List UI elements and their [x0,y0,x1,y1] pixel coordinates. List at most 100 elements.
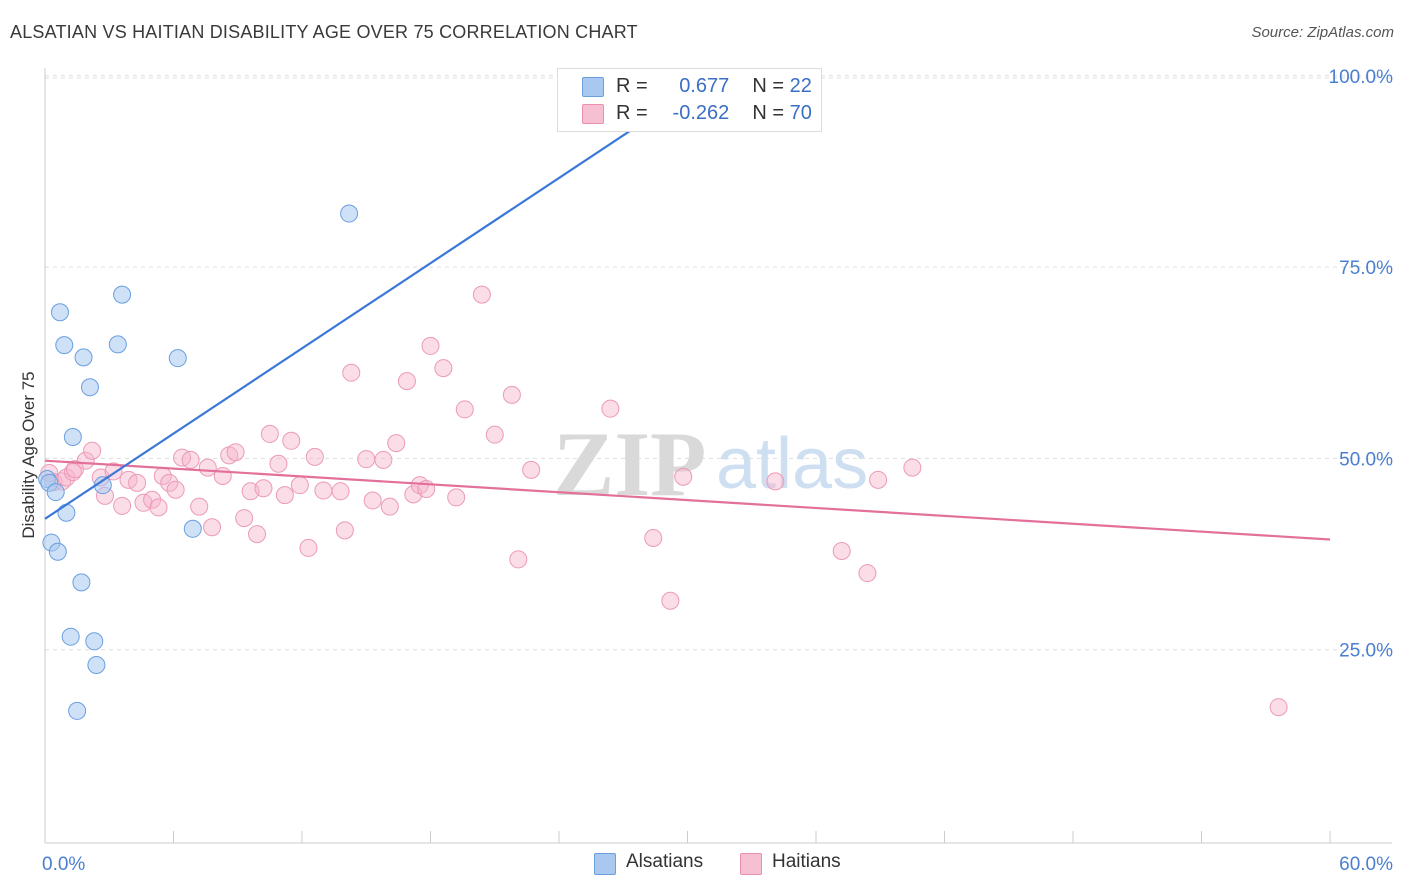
haitian-point [213,466,232,485]
legend-n-label: N = [752,102,785,124]
haitian-point [357,450,376,469]
haitian-point [269,454,288,473]
alsatian-point [340,204,359,223]
haitian-point [397,372,416,391]
haitian-point [485,425,504,444]
haitian-point [502,385,521,404]
haitian-point [387,434,406,453]
alsatian-point [168,349,187,368]
alsatian-point [55,336,74,355]
haitian-point [181,450,200,469]
correlation-legend: R = 0.677 N = 22 R = -0.262 N = 70 [557,68,822,132]
haitian-point [190,497,209,516]
haitian-trendline [44,459,1331,541]
alsatian-point [72,573,91,592]
alsatian-point [61,627,80,646]
y-axis-label: Disability Age Over 75 [19,371,38,538]
legend-n-label: N = [752,75,785,97]
source-label: Source: ZipAtlas.com [1251,24,1394,41]
haitian-point [674,467,693,486]
legend-n-value: 70 [789,102,812,124]
alsatians-legend-swatch [594,853,616,875]
haitian-point [260,424,279,443]
haitian-point [282,431,301,450]
haitian-point [644,528,663,547]
alsatian-point [108,335,127,354]
haitian-point [143,490,162,509]
legend-r-label: R = [616,75,648,97]
x-tick-label: 0.0% [42,854,85,875]
haitian-point [299,538,318,557]
haitian-point [198,458,217,477]
haitian-point [832,541,851,560]
haitian-point [331,482,350,501]
watermark-atlas: atlas [716,424,868,504]
haitian-point [869,470,888,489]
alsatian-point [87,656,106,675]
alsatian-point [183,519,202,538]
watermark-zip: ZIP [553,413,706,515]
haitian-point [314,481,333,500]
alsatian-point [46,483,65,502]
haitian-point [455,400,474,419]
haitian-point [254,479,273,498]
haitian-point [248,525,267,544]
legend-r-label: R = [616,102,648,124]
haitian-point [160,473,179,492]
haitian-point [335,521,354,540]
y-tick-label: 100.0% [1329,67,1394,88]
haitian-point [1269,698,1288,717]
alsatian-point [57,503,76,522]
haitian-point [447,488,466,507]
haitian-point [149,498,168,517]
alsatian-trendline [44,73,716,520]
haitian-point [63,463,82,482]
alsatian-point [80,378,99,397]
alsatian-point [85,632,104,651]
haitian-point [374,450,393,469]
haitian-point [290,476,309,495]
haitian-point [472,285,491,304]
haitian-point [203,518,222,537]
haitian-point [128,473,147,492]
y-tick-label: 50.0% [1339,449,1393,470]
haitian-point [522,460,541,479]
chart-title: ALSATIAN VS HAITIAN DISABILITY AGE OVER … [10,22,638,42]
y-tick-label: 25.0% [1339,641,1393,662]
legend-n-value: 22 [789,75,812,97]
alsatian-point [113,285,132,304]
haitian-point [601,399,620,418]
legend-r-value: 0.677 [679,75,730,97]
haitian-point [421,336,440,355]
haitian-point [113,496,132,515]
haitian-point [305,447,324,466]
alsatian-point [68,701,87,720]
alsatian-point [74,348,93,367]
alsatians-legend-label: Alsatians [626,851,704,872]
haitian-point [766,472,785,491]
haitian-point [661,591,680,610]
x-tick-label: 60.0% [1339,854,1393,875]
haitian-point [434,359,453,378]
haitians-legend-label: Haitians [772,851,841,872]
haitian-point [858,564,877,583]
alsatians-swatch [582,77,604,97]
alsatian-point [63,427,82,446]
alsatian-point [48,542,67,561]
legend-r-value: -0.262 [672,102,730,124]
haitian-point [76,451,95,470]
y-tick-label: 75.0% [1339,258,1393,279]
haitian-point [226,443,245,462]
haitians-swatch [582,104,604,124]
haitian-point [166,480,185,499]
haitians-legend-swatch [740,853,762,875]
haitian-point [342,363,361,382]
haitian-point [235,509,254,528]
haitian-point [275,486,294,505]
haitian-point [83,441,102,460]
haitian-point [903,458,922,477]
haitian-point [363,491,382,510]
haitian-point [509,550,528,569]
alsatian-point [50,303,69,322]
